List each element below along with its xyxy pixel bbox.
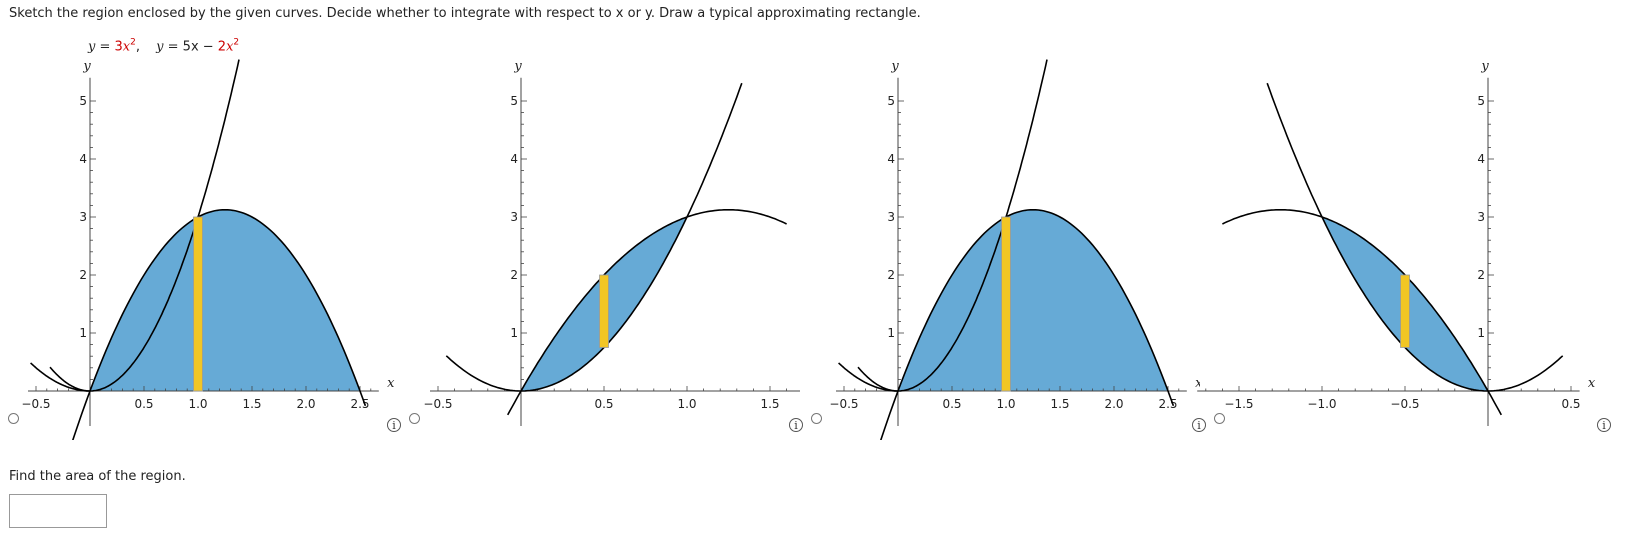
option-c-graph: −0.5 0.5 1.0 1.5 2.0 2.5 1 2 3 4 5 x y [829, 59, 1200, 440]
curve-y-5x-2x2 [880, 209, 1175, 440]
option-a-graph: −0.5 0.5 1.0 1.5 2.0 2.5 1 2 3 4 5 x y [21, 59, 395, 440]
area-answer-input[interactable] [9, 494, 107, 528]
approximating-rectangle [1001, 216, 1011, 392]
x-tick-label: 2.5 [1158, 397, 1177, 411]
y-tick-label: 2 [79, 268, 87, 282]
equations: y = 3x2, y = 5x − 2x2 [88, 38, 251, 54]
curve-left-arm [838, 362, 898, 392]
x-axis-label: x [387, 376, 395, 391]
y-tick-label: 2 [510, 268, 518, 282]
y-tick-label: 4 [79, 152, 87, 166]
y-axis-label: y [513, 59, 522, 74]
find-area-prompt: Find the area of the region. [9, 469, 186, 484]
y-tick-label: 4 [510, 152, 518, 166]
graph-option-a: −0.5 0.5 1.0 1.5 2.0 2.5 1 2 3 4 5 x y i [0, 0, 401, 440]
x-tick-label: 0.5 [942, 397, 961, 411]
y-tick-label: 4 [887, 152, 895, 166]
y-tick-label: 3 [1477, 210, 1485, 224]
approximating-rectangle [599, 274, 609, 348]
x-tick-label: −1.5 [1224, 397, 1253, 411]
x-tick-label: 1.0 [996, 397, 1015, 411]
x-tick-label: 2.0 [296, 397, 315, 411]
curve-left-arm [30, 362, 90, 392]
x-tick-label: 1.0 [188, 397, 207, 411]
y-tick-label: 3 [79, 210, 87, 224]
equation-2: y = 5x − 2x2 [156, 38, 240, 55]
curve-y-5x-2x2 [506, 209, 787, 416]
y-axis-label: y [82, 59, 91, 74]
approximating-rectangle [193, 216, 203, 392]
x-tick-label: −0.5 [423, 397, 452, 411]
y-tick-label: 3 [887, 210, 895, 224]
y-tick-label: 2 [887, 268, 895, 282]
curve-y-3x2 [445, 82, 743, 392]
x-axis-label: x [1588, 376, 1596, 391]
x-tick-label: 0.5 [1561, 397, 1580, 411]
option-a-radio[interactable] [8, 413, 19, 424]
y-tick-label: 1 [1477, 326, 1485, 340]
y-tick-label: 1 [79, 326, 87, 340]
curve-y-5x-2x2 [72, 209, 367, 440]
curve-y-5x-2x2 [1222, 209, 1503, 416]
x-tick-label: 1.5 [242, 397, 261, 411]
x-axis-label: x [1195, 376, 1200, 391]
graph-option-c: −0.5 0.5 1.0 1.5 2.0 2.5 1 2 3 4 5 x y i [811, 59, 1206, 440]
option-d-radio[interactable] [1214, 413, 1225, 424]
option-d-graph: −1.5 −1.0 −0.5 0.5 1 2 3 4 5 x y [1197, 59, 1596, 426]
approximating-rectangle [1400, 274, 1410, 348]
info-icon[interactable]: i [789, 418, 803, 432]
x-tick-label: −0.5 [829, 397, 858, 411]
x-tick-label: 2.0 [1104, 397, 1123, 411]
option-c-radio[interactable] [811, 413, 822, 424]
y-tick-label: 5 [1477, 94, 1485, 108]
x-tick-label: 1.0 [677, 397, 696, 411]
info-icon[interactable]: i [1597, 418, 1611, 432]
option-b-radio[interactable] [409, 413, 420, 424]
x-tick-label: 1.5 [1050, 397, 1069, 411]
y-tick-label: 5 [887, 94, 895, 108]
curve-y-3x2 [1266, 82, 1564, 392]
x-tick-label: 1.5 [760, 397, 779, 411]
y-tick-label: 1 [510, 326, 518, 340]
y-tick-label: 5 [510, 94, 518, 108]
info-icon[interactable]: i [1192, 418, 1206, 432]
y-tick-label: 2 [1477, 268, 1485, 282]
x-tick-label: −0.5 [21, 397, 50, 411]
x-tick-label: 0.5 [594, 397, 613, 411]
x-tick-label: −1.0 [1307, 397, 1336, 411]
y-axis-label: y [1480, 59, 1489, 74]
y-tick-label: 3 [510, 210, 518, 224]
x-tick-label: −0.5 [1390, 397, 1419, 411]
info-icon[interactable]: i [387, 418, 401, 432]
x-tick-label: 0.5 [134, 397, 153, 411]
y-tick-label: 5 [79, 94, 87, 108]
y-axis-label: y [890, 59, 899, 74]
graph-option-b: −0.5 0.5 1.0 1.5 1 2 3 4 5 x y i [0, 0, 803, 440]
y-tick-label: 1 [887, 326, 895, 340]
y-tick-label: 4 [1477, 152, 1485, 166]
equation-1: y = 3x2, [88, 38, 141, 55]
question-instructions: Sketch the region enclosed by the given … [9, 6, 921, 21]
graph-option-d: −1.5 −1.0 −0.5 0.5 1 2 3 4 5 x y i [1197, 59, 1611, 432]
x-tick-label: 2.5 [350, 397, 369, 411]
